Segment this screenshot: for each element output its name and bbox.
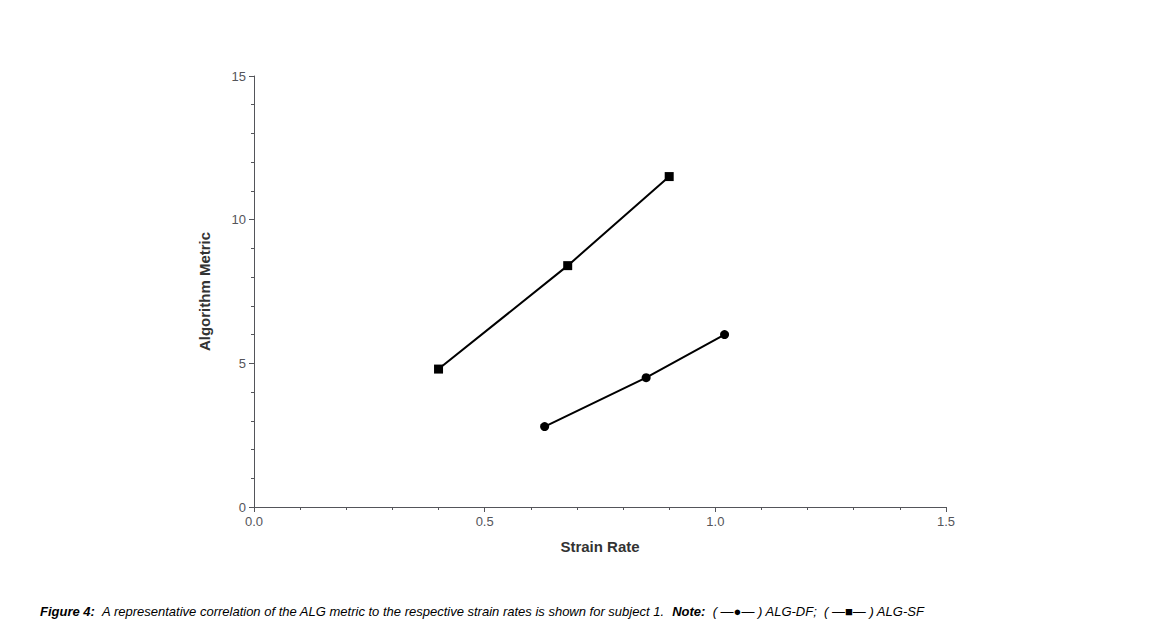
svg-text:1.5: 1.5 bbox=[937, 514, 955, 529]
svg-text:1.0: 1.0 bbox=[706, 514, 724, 529]
svg-text:A representative correlation o: A representative correlation of the ALG … bbox=[101, 604, 664, 619]
svg-text:15: 15 bbox=[232, 69, 246, 84]
svg-text:0: 0 bbox=[239, 500, 246, 515]
svg-text:Figure 4:: Figure 4: bbox=[40, 604, 95, 619]
svg-text:5: 5 bbox=[239, 356, 246, 371]
svg-text:Strain Rate: Strain Rate bbox=[560, 538, 639, 555]
svg-text:( —●— ) ALG-DF; ( —■— ) ALG-S: ( —●— ) ALG-DF; ( —■— ) ALG-SF bbox=[713, 604, 925, 619]
svg-text:0.0: 0.0 bbox=[245, 514, 263, 529]
svg-text:0.5: 0.5 bbox=[476, 514, 494, 529]
svg-text:Note:: Note: bbox=[672, 604, 705, 619]
svg-text:10: 10 bbox=[232, 212, 246, 227]
svg-text:Algorithm Metric: Algorithm Metric bbox=[196, 232, 213, 351]
